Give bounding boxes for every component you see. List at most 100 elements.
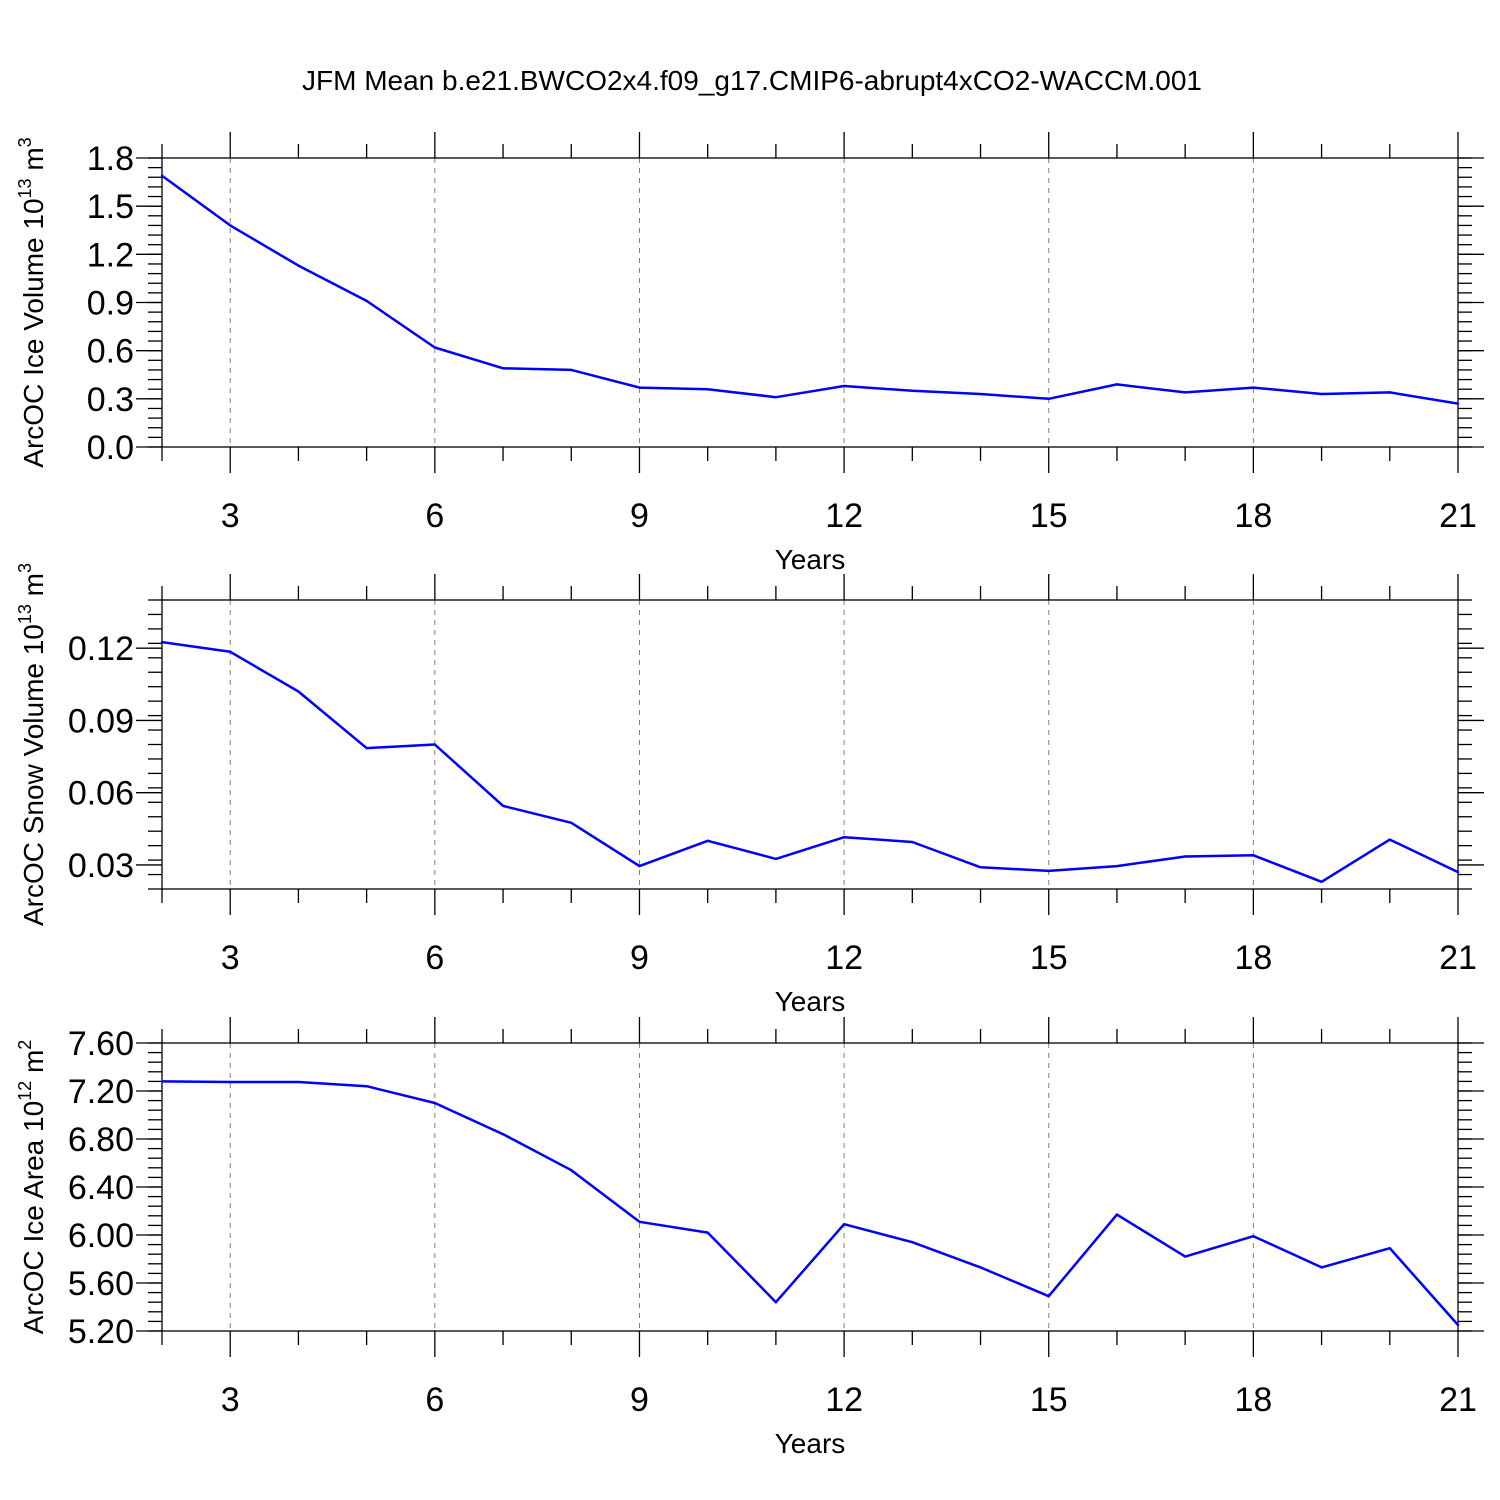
x-tick-label: 21 <box>1439 939 1477 977</box>
plot-frame <box>161 599 1459 890</box>
data-point <box>1252 386 1255 389</box>
data-point <box>1047 869 1050 873</box>
data-point <box>1047 1295 1050 1298</box>
y-axis-label-unit-exponent: 3 <box>15 563 35 573</box>
chart-title: JFM Mean b.e21.BWCO2x4.f09_g17.CMIP6-abr… <box>302 65 1202 96</box>
chart-panel-1: 0.0 0.3 0.6 0.9 1.2 1.5 1.8 3 6 9 12 15 18 21 Years Arc… <box>15 132 1484 575</box>
x-tick-label: 15 <box>1030 939 1068 977</box>
data-point <box>1183 391 1187 394</box>
data-point <box>774 1301 778 1304</box>
x-tick-label: 12 <box>825 1381 863 1419</box>
x-tick-label: 9 <box>630 497 649 535</box>
y-axis-label-unit-exponent: 2 <box>15 1040 35 1050</box>
data-point <box>1320 1266 1323 1269</box>
data-point <box>160 174 164 177</box>
data-point <box>501 804 505 808</box>
data-point <box>774 857 778 861</box>
x-tick-label: 18 <box>1234 1381 1272 1419</box>
data-point <box>911 1241 914 1244</box>
y-tick-label: 0.06 <box>68 775 134 813</box>
x-tick-label: 6 <box>425 1381 444 1419</box>
y-axis-label-unit: m <box>18 573 49 604</box>
data-point <box>501 1133 505 1136</box>
y-axis-label: ArcOC Ice Volume 1013 m3 <box>15 137 49 467</box>
x-tick-label: 18 <box>1234 497 1272 535</box>
y-tick-label: 7.60 <box>68 1025 134 1063</box>
chart-panel-3: 5.20 5.60 6.00 6.40 6.80 7.20 7.60 3 6 9 12 15 18 21 Y… <box>15 1017 1484 1459</box>
y-axis-label-exponent: 12 <box>15 1081 35 1101</box>
data-point <box>501 367 505 370</box>
x-tick-label: 3 <box>221 939 240 977</box>
data-point <box>297 1080 300 1084</box>
data-point <box>842 1223 846 1226</box>
y-tick-label: 0.12 <box>68 630 134 668</box>
data-point <box>842 836 846 839</box>
x-tick-label: 15 <box>1030 497 1068 535</box>
y-axis-label-unit: m <box>18 1050 49 1081</box>
data-point <box>638 1220 641 1224</box>
data-point <box>774 396 778 399</box>
data-point <box>706 1231 709 1234</box>
data-point <box>1183 1255 1187 1258</box>
x-tick-label: 21 <box>1439 497 1477 535</box>
data-point <box>160 640 164 644</box>
x-tick-label: 6 <box>425 939 444 977</box>
y-tick-label: 0.09 <box>68 702 134 740</box>
y-tick-label: 5.20 <box>68 1313 134 1351</box>
series-line <box>161 640 1459 884</box>
data-point <box>229 650 232 653</box>
x-tick-label: 18 <box>1234 939 1272 977</box>
data-point <box>1252 1235 1255 1238</box>
data-point <box>911 389 914 393</box>
data-point <box>433 1101 437 1105</box>
data-point <box>297 264 300 267</box>
data-point <box>1388 1247 1391 1250</box>
y-tick-label: 0.03 <box>68 847 134 885</box>
chart-panel-2: 0.03 0.06 0.09 0.12 3 6 9 12 15 18 21 Years ArcOC Sn… <box>15 563 1484 1017</box>
x-tick-label: 9 <box>630 1381 649 1419</box>
data-point <box>570 821 573 824</box>
x-tick-label: 15 <box>1030 1381 1068 1419</box>
y-axis-label-main: ArcOC Snow Volume 10 <box>18 624 49 926</box>
x-axis-label: Years <box>775 1428 846 1459</box>
data-point <box>297 690 300 693</box>
data-point <box>979 392 982 396</box>
data-point <box>1252 854 1255 857</box>
x-tick-label: 12 <box>825 497 863 535</box>
y-tick-label: 1.2 <box>87 236 134 274</box>
plot-frame <box>161 157 1459 448</box>
y-tick-label: 6.40 <box>68 1169 134 1207</box>
data-point <box>638 386 641 389</box>
data-point <box>1115 383 1119 386</box>
data-point <box>1047 397 1050 401</box>
series-line <box>161 1080 1459 1326</box>
y-axis-label: ArcOC Ice Area 1012 m2 <box>15 1040 49 1335</box>
y-axis-label-exponent: 13 <box>15 604 35 624</box>
data-point <box>1115 864 1119 868</box>
data-point <box>1115 1213 1119 1216</box>
y-tick-label: 7.20 <box>68 1073 134 1111</box>
y-axis-label-main: ArcOC Ice Area 10 <box>18 1101 49 1334</box>
data-point <box>433 346 437 349</box>
data-point <box>229 1080 232 1084</box>
data-point <box>1183 855 1187 858</box>
data-point <box>979 1266 982 1269</box>
data-point <box>1456 1323 1460 1327</box>
data-point <box>911 840 914 844</box>
data-point <box>570 1169 573 1172</box>
series-line <box>161 174 1459 405</box>
x-axis-label: Years <box>775 544 846 575</box>
data-point <box>229 224 232 227</box>
data-point <box>706 839 709 843</box>
data-point <box>842 384 846 388</box>
y-tick-label: 0.6 <box>87 333 134 371</box>
data-point <box>365 1085 368 1088</box>
y-axis-label-unit: m <box>18 147 49 178</box>
data-point <box>433 743 437 746</box>
y-tick-label: 6.00 <box>68 1217 134 1255</box>
data-point <box>979 866 982 869</box>
data-point <box>365 299 368 303</box>
x-tick-label: 9 <box>630 939 649 977</box>
